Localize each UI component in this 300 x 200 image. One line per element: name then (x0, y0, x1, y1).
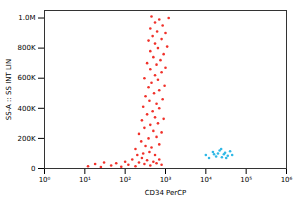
svg-text:SS-A :: SS INT LIN: SS-A :: SS INT LIN (5, 59, 13, 120)
svg-text:CD34 PerCP: CD34 PerCP (145, 189, 187, 197)
svg-text:600K: 600K (18, 74, 36, 82)
svg-text:10²: 10² (119, 176, 131, 184)
svg-text:0: 0 (31, 165, 35, 173)
svg-text:800K: 800K (18, 44, 36, 52)
svg-text:1.0M: 1.0M (18, 14, 35, 22)
svg-text:10⁶: 10⁶ (281, 176, 293, 184)
svg-text:10³: 10³ (160, 176, 172, 184)
svg-text:400K: 400K (18, 105, 36, 113)
svg-text:10⁰: 10⁰ (39, 176, 51, 184)
svg-text:10⁴: 10⁴ (200, 176, 212, 184)
svg-text:200K: 200K (18, 135, 36, 143)
svg-text:10¹: 10¹ (79, 176, 91, 184)
svg-text:10⁵: 10⁵ (240, 176, 252, 184)
